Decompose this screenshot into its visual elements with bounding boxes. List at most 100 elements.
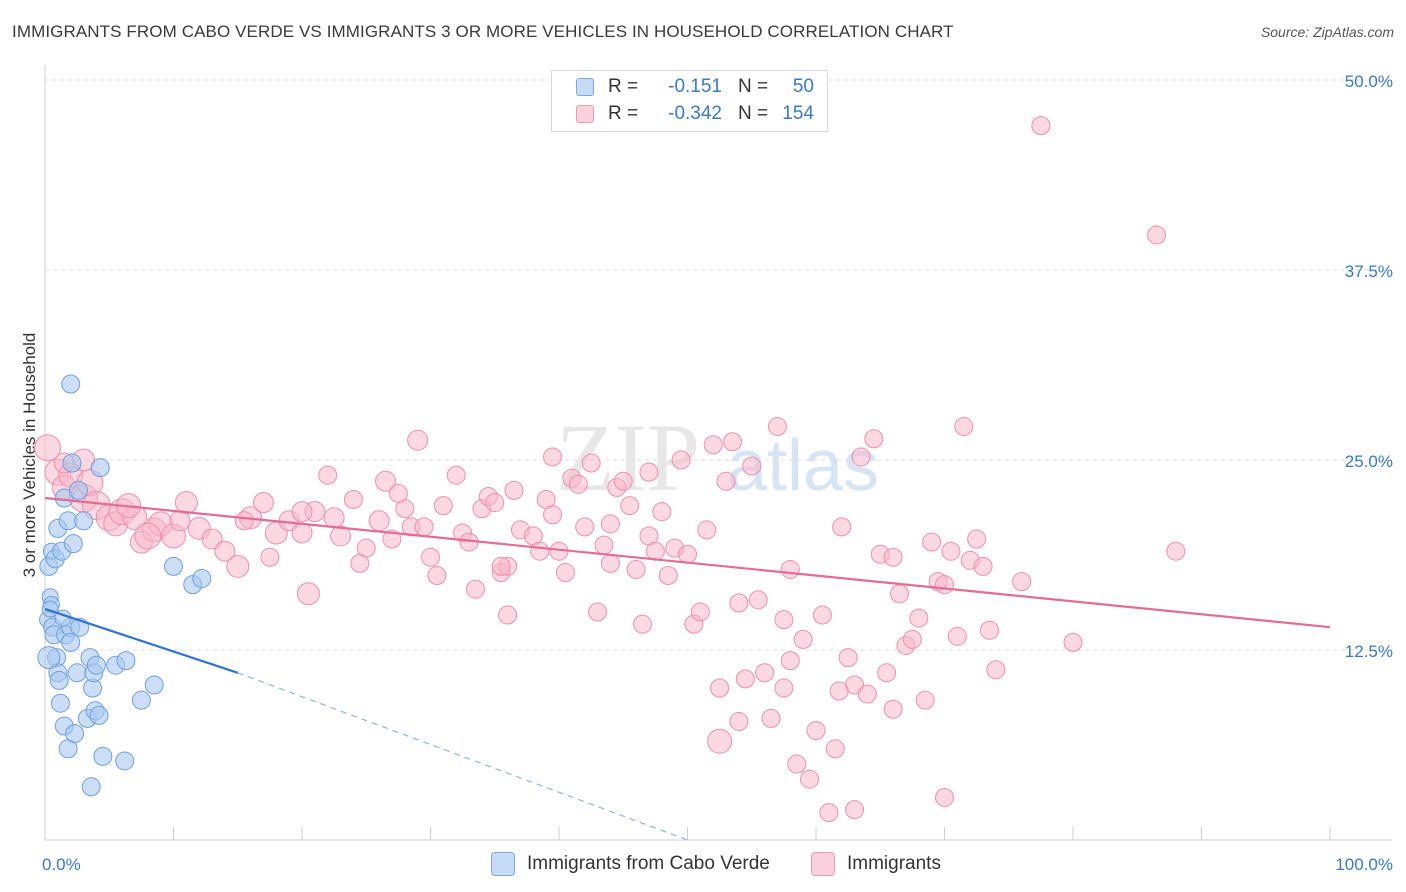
- data-point-immigrants: [323, 507, 345, 529]
- data-point-immigrants: [825, 739, 845, 759]
- data-point-cabo-verde: [93, 746, 113, 766]
- data-point-cabo-verde: [61, 374, 81, 394]
- data-point-immigrants: [678, 544, 697, 564]
- data-point-cabo-verde: [67, 663, 87, 683]
- data-point-immigrants: [690, 602, 710, 622]
- data-point-immigrants: [890, 584, 910, 604]
- y-tick-label: 50.0%: [1345, 72, 1393, 91]
- data-point-immigrants: [967, 529, 987, 549]
- trend-line-immigrants: [44, 496, 1331, 629]
- legend-n-value: 50: [792, 76, 814, 97]
- y-tick-label: 12.5%: [1345, 642, 1393, 661]
- legend-item-immigrants[interactable]: Immigrants: [811, 852, 941, 876]
- data-point-immigrants: [568, 474, 588, 494]
- data-point-immigrants: [491, 556, 511, 576]
- data-point-cabo-verde: [86, 655, 106, 675]
- data-point-immigrants: [330, 525, 352, 547]
- data-point-immigrants: [588, 602, 608, 622]
- data-point-immigrants: [800, 769, 820, 789]
- legend-n-label: N =: [738, 103, 769, 124]
- data-point-immigrants: [291, 501, 313, 523]
- data-point-immigrants: [260, 547, 280, 567]
- axes: [44, 66, 1392, 841]
- data-point-immigrants: [350, 553, 370, 573]
- data-point-immigrants: [819, 803, 839, 823]
- data-point-immigrants: [735, 669, 755, 689]
- data-point-immigrants: [915, 690, 935, 710]
- trend-line-cabo-verde: [44, 607, 239, 674]
- data-point-immigrants: [703, 435, 723, 455]
- data-point-cabo-verde: [131, 690, 151, 710]
- data-point-immigrants: [1063, 632, 1083, 652]
- data-point-immigrants: [594, 535, 614, 555]
- data-point-immigrants: [1147, 225, 1167, 245]
- data-point-immigrants: [382, 529, 402, 549]
- data-point-immigrants: [626, 559, 646, 579]
- data-point-immigrants: [226, 554, 250, 578]
- data-point-cabo-verde: [164, 556, 183, 576]
- data-point-immigrants: [234, 511, 254, 531]
- data-point-immigrants: [485, 493, 505, 513]
- data-point-immigrants: [954, 417, 974, 437]
- data-point-immigrants: [214, 540, 236, 562]
- data-point-immigrants: [555, 562, 575, 582]
- data-point-immigrants: [427, 566, 447, 586]
- data-point-immigrants: [806, 721, 826, 741]
- data-point-immigrants: [498, 605, 518, 625]
- x-tick-label: 0.0%: [42, 855, 81, 874]
- correlation-legend: R = -0.151 N = 50 R = -0.342 N = 154: [551, 70, 828, 132]
- trend-lines: [44, 496, 1331, 841]
- data-point-immigrants: [780, 559, 800, 579]
- legend-label-cabo-verde: Immigrants from Cabo Verde: [527, 853, 770, 874]
- data-point-immigrants: [414, 517, 434, 537]
- data-point-immigrants: [902, 629, 922, 649]
- legend-r-value: -0.342: [668, 103, 722, 124]
- data-point-cabo-verde: [115, 751, 135, 771]
- data-point-immigrants: [707, 728, 733, 754]
- data-point-immigrants: [748, 590, 768, 610]
- data-point-cabo-verde: [49, 670, 69, 690]
- data-point-immigrants: [465, 579, 485, 599]
- data-point-immigrants: [780, 651, 800, 671]
- data-point-immigrants: [368, 510, 390, 532]
- data-point-cabo-verde: [74, 511, 94, 531]
- data-point-immigrants: [793, 629, 813, 649]
- legend-r-label: R =: [608, 103, 639, 124]
- series-cabo-verde: [37, 374, 212, 797]
- data-point-immigrants: [639, 462, 659, 482]
- data-point-immigrants: [761, 708, 781, 728]
- data-point-immigrants: [543, 447, 563, 467]
- data-point-immigrants: [767, 417, 787, 437]
- legend-swatch-blue: [576, 78, 594, 96]
- legend-r-value: -0.151: [668, 76, 722, 97]
- legend-swatch-pink: [576, 105, 594, 123]
- data-point-immigrants: [829, 681, 849, 701]
- legend-n-value: 154: [782, 103, 814, 124]
- data-point-immigrants: [291, 522, 313, 544]
- data-point-immigrants: [935, 575, 954, 595]
- data-point-immigrants: [941, 541, 961, 561]
- data-point-immigrants: [252, 492, 274, 514]
- data-point-immigrants: [343, 490, 363, 510]
- legend-label-immigrants: Immigrants: [847, 853, 941, 874]
- legend-item-cabo-verde[interactable]: Immigrants from Cabo Verde: [491, 852, 770, 876]
- legend-swatch-blue: [491, 852, 515, 876]
- data-point-immigrants: [658, 566, 678, 586]
- data-point-immigrants: [34, 434, 62, 462]
- data-point-immigrants: [883, 547, 903, 567]
- legend-r-label: R =: [608, 76, 639, 97]
- data-point-cabo-verde: [116, 651, 136, 671]
- data-point-immigrants: [697, 520, 717, 540]
- data-point-immigrants: [504, 480, 524, 500]
- data-point-cabo-verde: [65, 724, 85, 744]
- data-point-immigrants: [909, 608, 929, 628]
- data-point-cabo-verde: [68, 480, 88, 500]
- data-point-immigrants: [812, 605, 832, 625]
- data-point-cabo-verde: [62, 453, 82, 473]
- data-point-immigrants: [857, 684, 877, 704]
- data-point-immigrants: [774, 678, 794, 698]
- x-tick-label: 100.0%: [1335, 855, 1393, 874]
- data-point-immigrants: [986, 660, 1006, 680]
- data-point-immigrants: [613, 471, 633, 491]
